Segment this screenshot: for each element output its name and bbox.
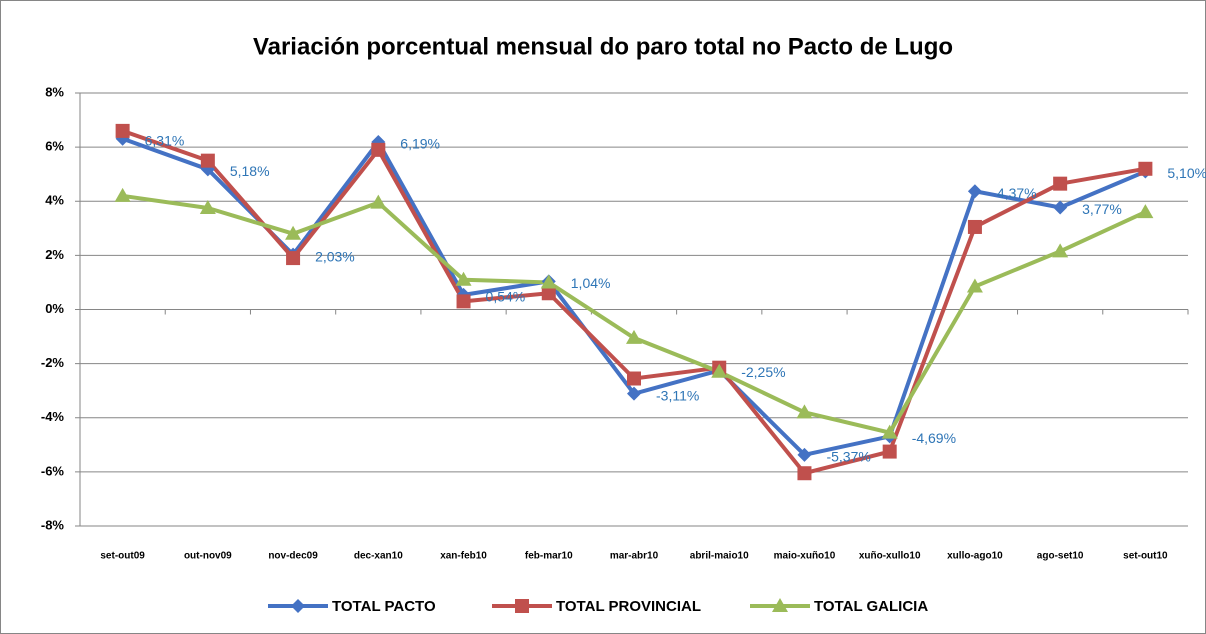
data-label: 5,18% <box>230 163 270 179</box>
marker <box>456 294 471 309</box>
marker <box>772 598 788 612</box>
marker <box>627 386 641 401</box>
x-tick-label: dec-xan10 <box>354 551 403 562</box>
marker <box>881 424 898 439</box>
data-label: 2,03% <box>315 248 355 264</box>
marker <box>967 219 982 234</box>
marker <box>966 278 983 293</box>
marker <box>291 599 305 613</box>
x-tick-label: mar-abr10 <box>610 551 659 562</box>
data-label: -4,69% <box>912 430 956 446</box>
marker <box>115 123 130 138</box>
marker <box>1053 176 1068 191</box>
x-tick-label: set-out10 <box>1123 551 1168 562</box>
x-tick-label: out-nov09 <box>184 551 232 562</box>
marker <box>797 466 812 481</box>
x-tick-label: nov-dec09 <box>268 551 318 562</box>
marker <box>882 444 897 459</box>
marker <box>455 271 472 286</box>
legend-label: TOTAL GALICIA <box>814 598 928 615</box>
data-label: 5,10% <box>1167 165 1206 181</box>
y-tick-label: -8% <box>41 517 65 532</box>
y-tick-label: 4% <box>45 193 64 208</box>
marker <box>540 274 557 289</box>
x-tick-label: xuño-xullo10 <box>859 551 921 562</box>
marker <box>515 599 529 613</box>
data-label: -3,11% <box>656 387 699 403</box>
x-tick-label: abril-maio10 <box>690 551 749 562</box>
marker <box>200 153 215 168</box>
marker <box>199 200 216 215</box>
y-tick-label: 8% <box>45 84 64 99</box>
marker <box>114 187 131 202</box>
x-tick-label: ago-set10 <box>1037 551 1084 562</box>
x-tick-label: xan-feb10 <box>440 551 487 562</box>
legend-label: TOTAL PROVINCIAL <box>556 598 701 615</box>
marker <box>711 363 728 378</box>
marker <box>370 194 387 209</box>
marker <box>627 371 641 386</box>
data-label: 6,19% <box>400 136 440 152</box>
y-tick-label: -6% <box>41 463 65 478</box>
marker <box>371 142 386 157</box>
y-tick-label: 2% <box>45 247 64 262</box>
x-tick-label: feb-mar10 <box>525 551 573 562</box>
y-tick-label: 6% <box>45 139 64 154</box>
data-label: 6,31% <box>145 132 185 148</box>
y-tick-label: -4% <box>41 409 65 424</box>
y-tick-label: -2% <box>41 355 65 370</box>
legend-label: TOTAL PACTO <box>332 598 436 615</box>
x-tick-label: xullo-ago10 <box>947 551 1003 562</box>
marker <box>796 404 813 419</box>
marker <box>967 184 982 199</box>
y-tick-label: 0% <box>45 301 64 316</box>
marker <box>541 286 556 301</box>
marker <box>285 225 302 240</box>
marker <box>1138 161 1153 176</box>
chart-title: Variación porcentual mensual do paro tot… <box>253 33 953 60</box>
marker <box>286 251 301 266</box>
marker <box>797 447 812 462</box>
data-label: 3,77% <box>1082 201 1122 217</box>
x-tick-label: set-out09 <box>100 551 145 562</box>
marker <box>1053 200 1068 215</box>
data-label: 4,37% <box>997 185 1037 201</box>
marker <box>1052 243 1069 258</box>
marker <box>1137 204 1154 219</box>
data-label: 0,54% <box>486 289 526 305</box>
x-tick-label: maio-xuño10 <box>774 551 836 562</box>
data-label: -2,25% <box>741 364 785 380</box>
data-label: 1,04% <box>571 275 611 291</box>
marker <box>626 329 642 344</box>
data-label: -5,37% <box>826 449 870 465</box>
